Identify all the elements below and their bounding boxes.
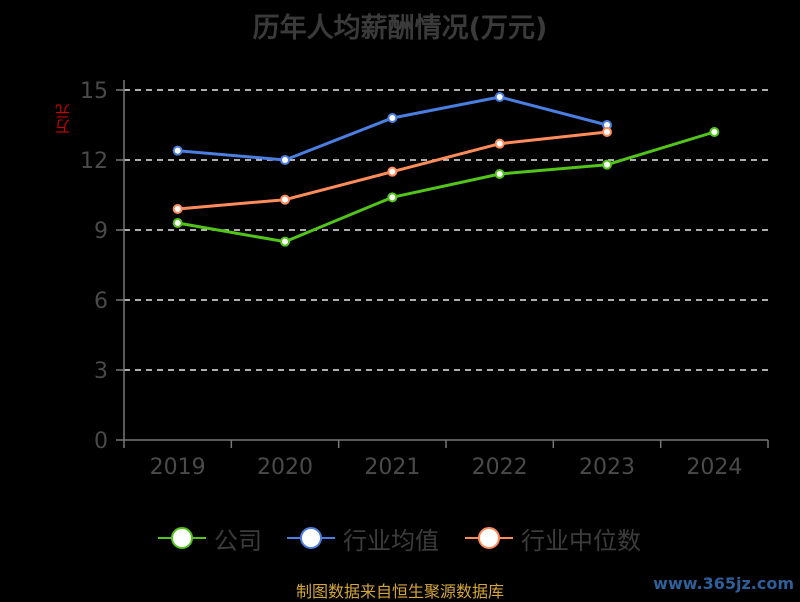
data-point-series-0 [387,192,398,203]
series-line-1 [177,95,608,162]
y-tick-label: 9 [94,219,108,244]
y-tick-label: 6 [94,289,108,314]
data-point-series-2 [602,127,612,137]
x-tick-label: 2024 [686,455,742,480]
legend-item-company[interactable]: 公司 [158,520,262,556]
y-tick-label: 15 [80,79,108,104]
legend-item-industry-mean[interactable]: 行业均值 [287,520,439,556]
data-point-series-2 [387,166,398,177]
chart-legend: 公司 行业均值 行业中位数 [0,520,800,556]
data-point-series-2 [494,138,505,149]
data-point-series-1 [494,92,505,102]
y-tick-label: 0 [94,429,108,454]
data-point-series-2 [172,204,183,214]
legend-label-company: 公司 [214,526,262,555]
legend-swatch-industry-median [465,527,513,549]
x-tick-label: 2022 [472,455,528,480]
data-point-series-0 [602,159,612,170]
legend-label-industry-mean: 行业均值 [343,526,439,555]
x-tick-label: 2021 [364,455,420,480]
y-tick-label: 3 [94,359,108,384]
data-point-series-1 [387,113,398,123]
x-tick-label: 2020 [257,455,313,480]
legend-swatch-industry-mean [287,527,335,549]
y-axis-unit-label: 万元 [54,104,72,134]
data-point-series-0 [709,127,720,137]
legend-item-industry-median[interactable]: 行业中位数 [465,520,641,556]
data-point-series-2 [280,194,290,205]
data-point-series-0 [494,169,505,179]
data-point-series-1 [172,145,183,156]
legend-label-industry-median: 行业中位数 [521,526,641,555]
data-point-series-0 [172,218,183,228]
data-source-note: 制图数据来自恒生聚源数据库 [295,582,504,601]
y-tick-label: 12 [80,149,108,174]
legend-swatch-company [158,527,206,549]
data-point-series-0 [280,236,290,247]
watermark: www.365jz.com [653,574,794,593]
series-line-0 [177,130,715,244]
x-tick-label: 2023 [579,455,635,480]
x-tick-label: 2019 [150,455,206,480]
chart-title: 历年人均薪酬情况(万元) [252,13,548,44]
data-point-series-1 [280,155,290,165]
